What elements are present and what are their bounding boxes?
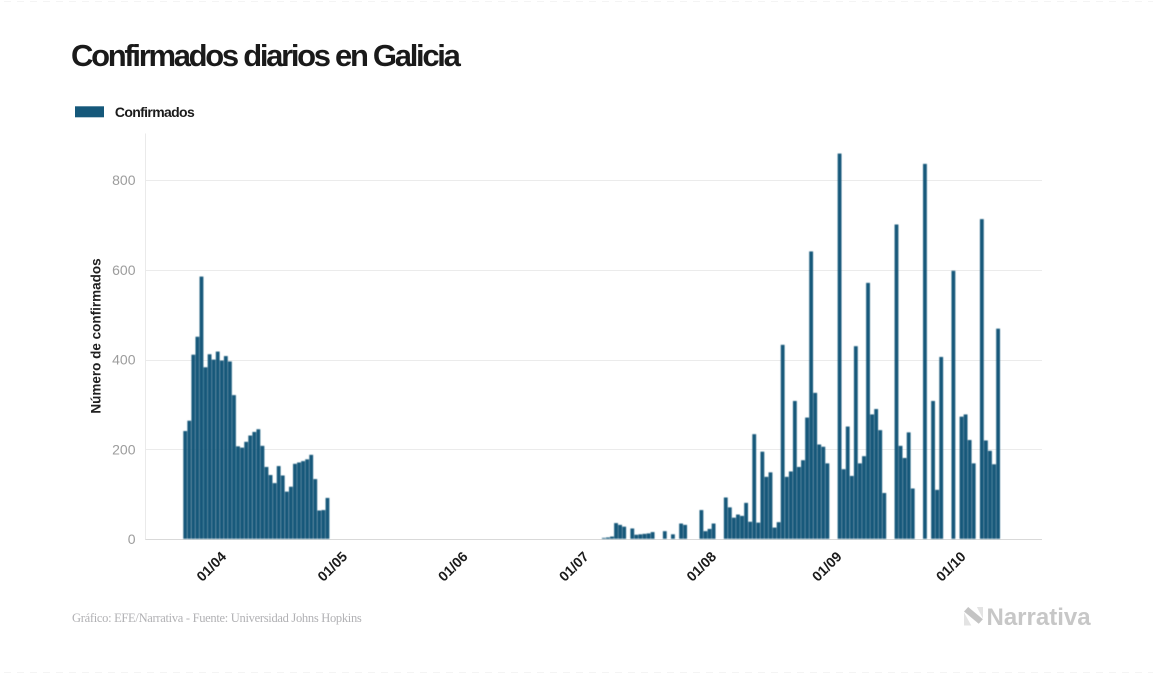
svg-text:200: 200 xyxy=(112,441,136,457)
svg-text:Narrativa: Narrativa xyxy=(987,604,1092,631)
svg-text:0: 0 xyxy=(128,531,136,547)
svg-text:400: 400 xyxy=(112,352,136,368)
svg-text:Confirmados: Confirmados xyxy=(115,104,195,120)
svg-text:Número de confirmados: Número de confirmados xyxy=(89,258,104,413)
svg-text:600: 600 xyxy=(112,262,136,278)
svg-text:800: 800 xyxy=(112,172,136,188)
svg-text:Confirmados diarios en Galicia: Confirmados diarios en Galicia xyxy=(71,38,462,73)
svg-text:Gráfico: EFE/Narrativa - Fuent: Gráfico: EFE/Narrativa - Fuente: Univers… xyxy=(72,611,362,625)
